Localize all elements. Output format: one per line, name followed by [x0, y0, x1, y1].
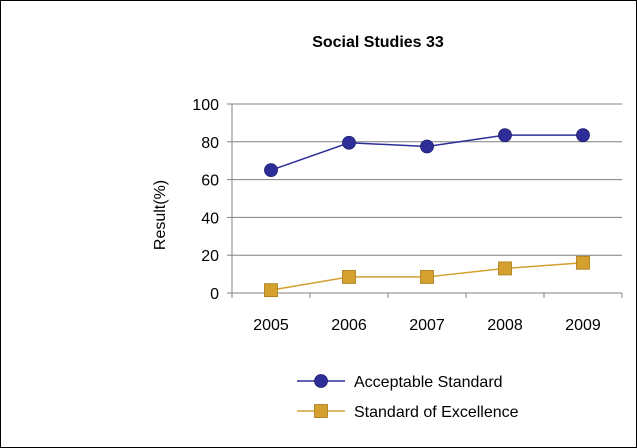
- y-tick-label: 20: [201, 248, 219, 265]
- legend-marker: [314, 404, 328, 418]
- legend-item: Standard of Excellence: [297, 404, 519, 421]
- series-1: [264, 255, 590, 298]
- x-tick-label: 2006: [331, 317, 367, 334]
- data-point: [342, 270, 356, 284]
- x-tick-label: 2009: [565, 317, 601, 334]
- gridlines: [232, 103, 622, 256]
- legend-item: Acceptable Standard: [297, 374, 503, 391]
- x-tick-label: 2008: [487, 317, 523, 334]
- data-point: [420, 139, 434, 154]
- y-tick-label: 40: [201, 210, 219, 227]
- series-layer: [264, 128, 590, 298]
- data-point: [342, 135, 356, 150]
- legend-marker: [314, 374, 328, 388]
- data-point: [576, 128, 590, 143]
- y-tick-label: 60: [201, 173, 219, 190]
- y-tick-label: 80: [201, 135, 219, 152]
- data-point: [498, 261, 512, 276]
- chart-title: Social Studies 33: [312, 34, 444, 51]
- y-tick-label: 100: [192, 97, 219, 114]
- tick-labels: 0 20 40 60 80 100 2005 2006 2007 2008 2009: [192, 97, 601, 334]
- series-0: [264, 128, 590, 178]
- data-point: [498, 128, 512, 143]
- y-tick-label: 0: [210, 286, 219, 303]
- data-point: [420, 270, 434, 284]
- legend: Acceptable Standard Standard of Excellenc…: [297, 374, 519, 421]
- data-point: [264, 163, 278, 178]
- data-point: [576, 255, 590, 270]
- axes: [227, 103, 623, 298]
- x-tick-label: 2007: [409, 317, 445, 334]
- y-axis-label: Result(%): [152, 180, 169, 250]
- legend-label: Standard of Excellence: [354, 404, 519, 421]
- data-point: [264, 283, 278, 298]
- x-tick-label: 2005: [253, 317, 289, 334]
- legend-label: Acceptable Standard: [354, 374, 503, 391]
